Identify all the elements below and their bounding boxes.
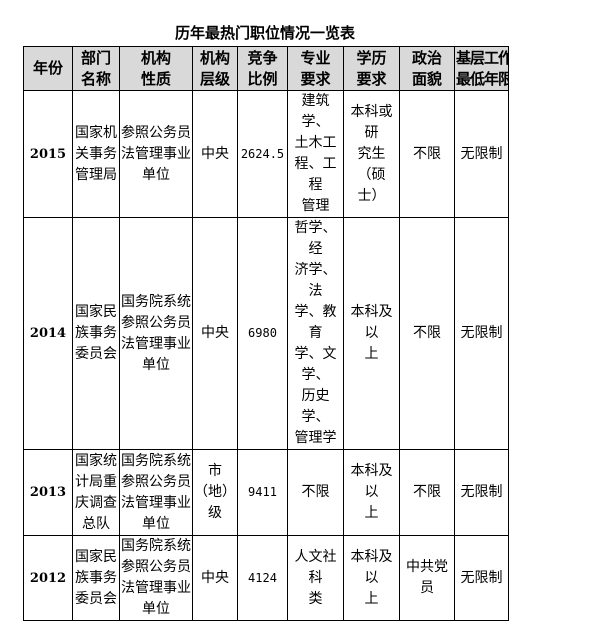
cell-year: 2014 xyxy=(23,217,73,450)
table-row: 2012 国家民 族事务 委员会 国务院系统 参照公务员 法管理事业 单位 中央 412… xyxy=(23,535,509,621)
hot-positions-table: 年份 部门 名称 机构 性质 机构 层级 竞争 比例 专业 要求 学历 要求 政… xyxy=(23,46,509,621)
cell-level: 中央 xyxy=(192,217,238,450)
cell-years: 无限制 xyxy=(454,449,509,536)
header-dept: 部门 名称 xyxy=(72,46,120,91)
cell-ratio: 2624.5 xyxy=(237,90,288,218)
cell-dept: 国家统 计局重 庆调查 总队 xyxy=(72,449,120,536)
cell-political: 中共党员 xyxy=(399,535,455,621)
cell-ratio: 4124 xyxy=(237,535,288,621)
cell-nature: 参照公务员 法管理事业 单位 xyxy=(119,90,193,218)
header-year: 年份 xyxy=(23,46,73,91)
table-row: 2013 国家统 计局重 庆调查 总队 国务院系统 参照公务员 法管理事业 单位 市（… xyxy=(23,449,509,536)
cell-major: 建筑学、 土木工 程、工程 管理 xyxy=(287,90,344,218)
cell-political: 不限 xyxy=(399,449,455,536)
cell-edu: 本科或研 究生（硕 士） xyxy=(343,90,400,218)
cell-year: 2013 xyxy=(23,449,73,536)
cell-major: 哲学、经 济学、法 学、教育 学、文学、 历史学、 管理学 xyxy=(287,217,344,450)
cell-major: 人文社科 类 xyxy=(287,535,344,621)
cell-dept: 国家民 族事务 委员会 xyxy=(72,535,120,621)
cell-nature: 国务院系统 参照公务员 法管理事业 单位 xyxy=(119,217,193,450)
cell-ratio: 9411 xyxy=(237,449,288,536)
header-row: 年份 部门 名称 机构 性质 机构 层级 竞争 比例 专业 要求 学历 要求 政… xyxy=(23,46,509,91)
cell-political: 不限 xyxy=(399,90,455,218)
header-major: 专业 要求 xyxy=(287,46,344,91)
cell-nature: 国务院系统 参照公务员 法管理事业 单位 xyxy=(119,449,193,536)
cell-years: 无限制 xyxy=(454,217,509,450)
cell-level: 中央 xyxy=(192,535,238,621)
cell-years: 无限制 xyxy=(454,90,509,218)
cell-major: 不限 xyxy=(287,449,344,536)
cell-edu: 本科及以 上 xyxy=(343,449,400,536)
header-edu: 学历 要求 xyxy=(343,46,400,91)
cell-political: 不限 xyxy=(399,217,455,450)
cell-year: 2015 xyxy=(23,90,73,218)
cell-dept: 国家机 关事务 管理局 xyxy=(72,90,120,218)
table-row: 2015 国家机 关事务 管理局 参照公务员 法管理事业 单位 中央 2624.5 建筑学… xyxy=(23,90,509,218)
header-years: 基层工作 最低年限 xyxy=(454,46,509,91)
cell-level: 中央 xyxy=(192,90,238,218)
table-row: 2014 国家民 族事务 委员会 国务院系统 参照公务员 法管理事业 单位 中央 698… xyxy=(23,217,509,450)
header-nature: 机构 性质 xyxy=(119,46,193,91)
cell-edu: 本科及以 上 xyxy=(343,217,400,450)
cell-edu: 本科及以 上 xyxy=(343,535,400,621)
table-title: 历年最热门职位情况一览表 xyxy=(174,24,355,42)
cell-level: 市（地） 级 xyxy=(192,449,238,536)
header-political: 政治 面貌 xyxy=(399,46,455,91)
header-ratio: 竞争 比例 xyxy=(237,46,288,91)
cell-nature: 国务院系统 参照公务员 法管理事业 单位 xyxy=(119,535,193,621)
cell-year: 2012 xyxy=(23,535,73,621)
header-level: 机构 层级 xyxy=(192,46,238,91)
cell-ratio: 6980 xyxy=(237,217,288,450)
cell-dept: 国家民 族事务 委员会 xyxy=(72,217,120,450)
cell-years: 无限制 xyxy=(454,535,509,621)
